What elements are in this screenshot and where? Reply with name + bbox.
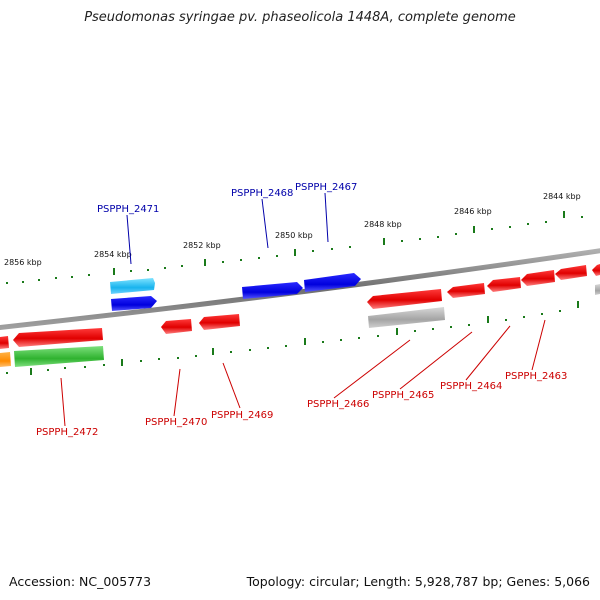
forward-tick-track [6, 211, 583, 284]
gene-feature[interactable] [14, 346, 104, 367]
forward-label-leaders [126, 192, 329, 265]
gene-label-forward[interactable]: PSPPH_2471 [97, 204, 159, 215]
gene-feature[interactable] [242, 282, 303, 299]
gene-feature[interactable] [555, 265, 587, 280]
gene-feature[interactable] [487, 277, 521, 292]
kbp-label: 2848 kbp [364, 220, 402, 229]
kbp-label: 2850 kbp [275, 231, 313, 240]
gene-label-reverse[interactable]: PSPPH_2466 [307, 399, 369, 410]
gene-label-forward[interactable]: PSPPH_2468 [231, 188, 293, 199]
gene-label-reverse[interactable]: PSPPH_2472 [36, 427, 98, 438]
gene-feature[interactable] [111, 296, 157, 311]
gene-feature[interactable] [304, 273, 361, 292]
genome-backbone [0, 248, 600, 330]
genome-summary-text: Topology: circular; Length: 5,928,787 bp… [246, 574, 590, 589]
gene-feature[interactable] [595, 284, 600, 295]
gene-label-reverse[interactable]: PSPPH_2465 [372, 390, 434, 401]
kbp-label: 2846 kbp [454, 207, 492, 216]
kbp-label: 2852 kbp [183, 241, 221, 250]
gene-feature[interactable] [110, 278, 155, 294]
gene-label-reverse[interactable]: PSPPH_2470 [145, 417, 207, 428]
accession-text: Accession: NC_005773 [9, 574, 152, 589]
forward-gene-track [110, 273, 361, 311]
gene-label-forward[interactable]: PSPPH_2467 [295, 182, 357, 193]
kbp-label: 2856 kbp [4, 258, 42, 267]
gene-feature[interactable] [0, 352, 11, 367]
gene-feature[interactable] [161, 319, 192, 334]
reverse-tick-track [6, 301, 579, 375]
map-title: Pseudomonas syringae pv. phaseolicola 14… [84, 10, 516, 25]
gene-feature[interactable] [521, 270, 555, 286]
gene-feature[interactable] [368, 307, 445, 328]
gene-feature[interactable] [367, 289, 442, 309]
reverse-label-leaders [60, 319, 546, 427]
kbp-label: 2844 kbp [543, 192, 581, 201]
gene-feature[interactable] [13, 328, 103, 347]
gene-feature[interactable] [199, 314, 240, 330]
gene-feature[interactable] [447, 283, 485, 298]
kbp-label: 2854 kbp [94, 250, 132, 259]
gene-label-reverse[interactable]: PSPPH_2463 [505, 371, 567, 382]
gene-label-reverse[interactable]: PSPPH_2469 [211, 410, 273, 421]
gene-label-reverse[interactable]: PSPPH_2464 [440, 381, 502, 392]
gene-feature[interactable] [592, 264, 600, 276]
gene-feature[interactable] [0, 336, 9, 349]
reverse-gene-track [0, 264, 600, 367]
